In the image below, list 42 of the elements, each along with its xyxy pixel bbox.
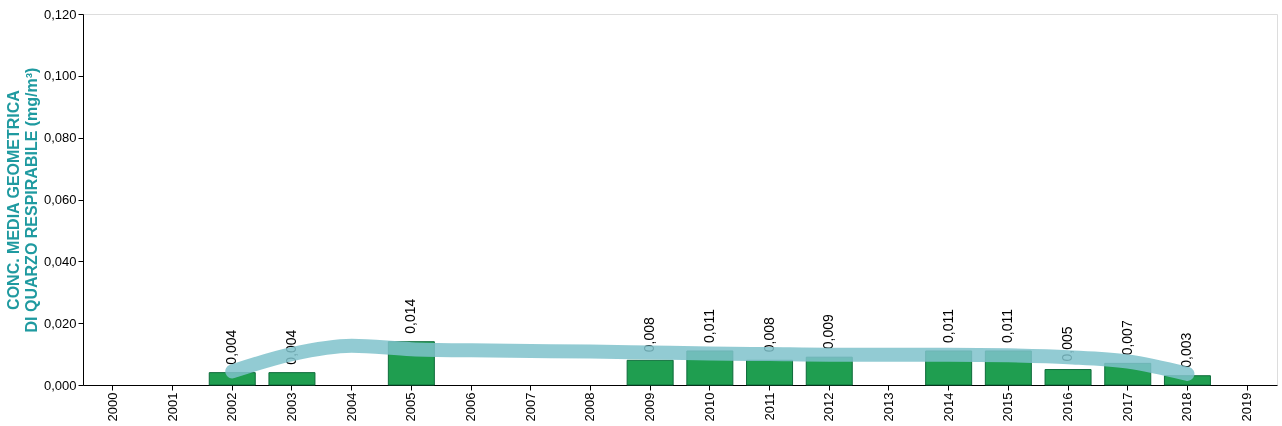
x-tick-label: 2002 — [224, 392, 240, 422]
bar — [268, 372, 316, 386]
y-tick-label: 0,060 — [43, 192, 77, 207]
y-tick-label: 0,020 — [43, 315, 77, 331]
data-label: 0,008 — [760, 317, 777, 353]
bar — [746, 359, 794, 386]
bar — [626, 359, 674, 386]
data-label: 0,011 — [999, 308, 1016, 343]
x-tick-label: 2009 — [642, 392, 658, 422]
x-tick-label: 2008 — [582, 392, 598, 422]
data-label: 0,007 — [1118, 320, 1135, 356]
y-tick-label: 0,040 — [43, 253, 77, 269]
data-label: 0,011 — [700, 308, 717, 343]
data-label: 0,009 — [820, 313, 837, 350]
data-label: 0,003 — [1178, 332, 1195, 368]
y-tick-label: 0,100 — [43, 68, 77, 84]
bar — [1044, 369, 1092, 386]
x-tick-label: 2017 — [1119, 392, 1135, 422]
x-tick-label: 2014 — [940, 392, 956, 422]
data-label: 0,014 — [402, 298, 419, 334]
y-tick-label: 0,120 — [43, 6, 77, 22]
x-tick-label: 2004 — [343, 392, 359, 422]
x-tick-label: 2010 — [701, 392, 717, 422]
x-tick-label: 2007 — [522, 392, 538, 422]
x-tick-label: 2000 — [104, 392, 120, 422]
x-tick-label: 2003 — [283, 392, 299, 422]
x-tick-label: 2005 — [403, 392, 419, 422]
data-label: 0,004 — [223, 329, 240, 365]
x-tick-label: 2012 — [821, 392, 837, 422]
x-tick-label: 2015 — [1000, 392, 1016, 422]
x-tick-label: 2006 — [463, 392, 479, 422]
x-tick-label: 2013 — [880, 392, 896, 422]
data-label: 0,008 — [641, 317, 658, 353]
x-tick-label: 2018 — [1179, 392, 1195, 422]
y-axis-title: CONC. MEDIA GEOMETRICA DI QUARZO RESPIRABILE (mg/m³) — [4, 67, 40, 333]
y-tick-label: 0,080 — [43, 130, 77, 146]
x-tick-label: 2019 — [1239, 392, 1255, 422]
y-tick-label: 0,000 — [43, 377, 77, 393]
data-label: 0,011 — [939, 308, 956, 343]
x-tick-label: 2011 — [761, 392, 777, 421]
x-tick-label: 2016 — [1060, 392, 1076, 422]
x-tick-label: 2001 — [164, 392, 180, 422]
